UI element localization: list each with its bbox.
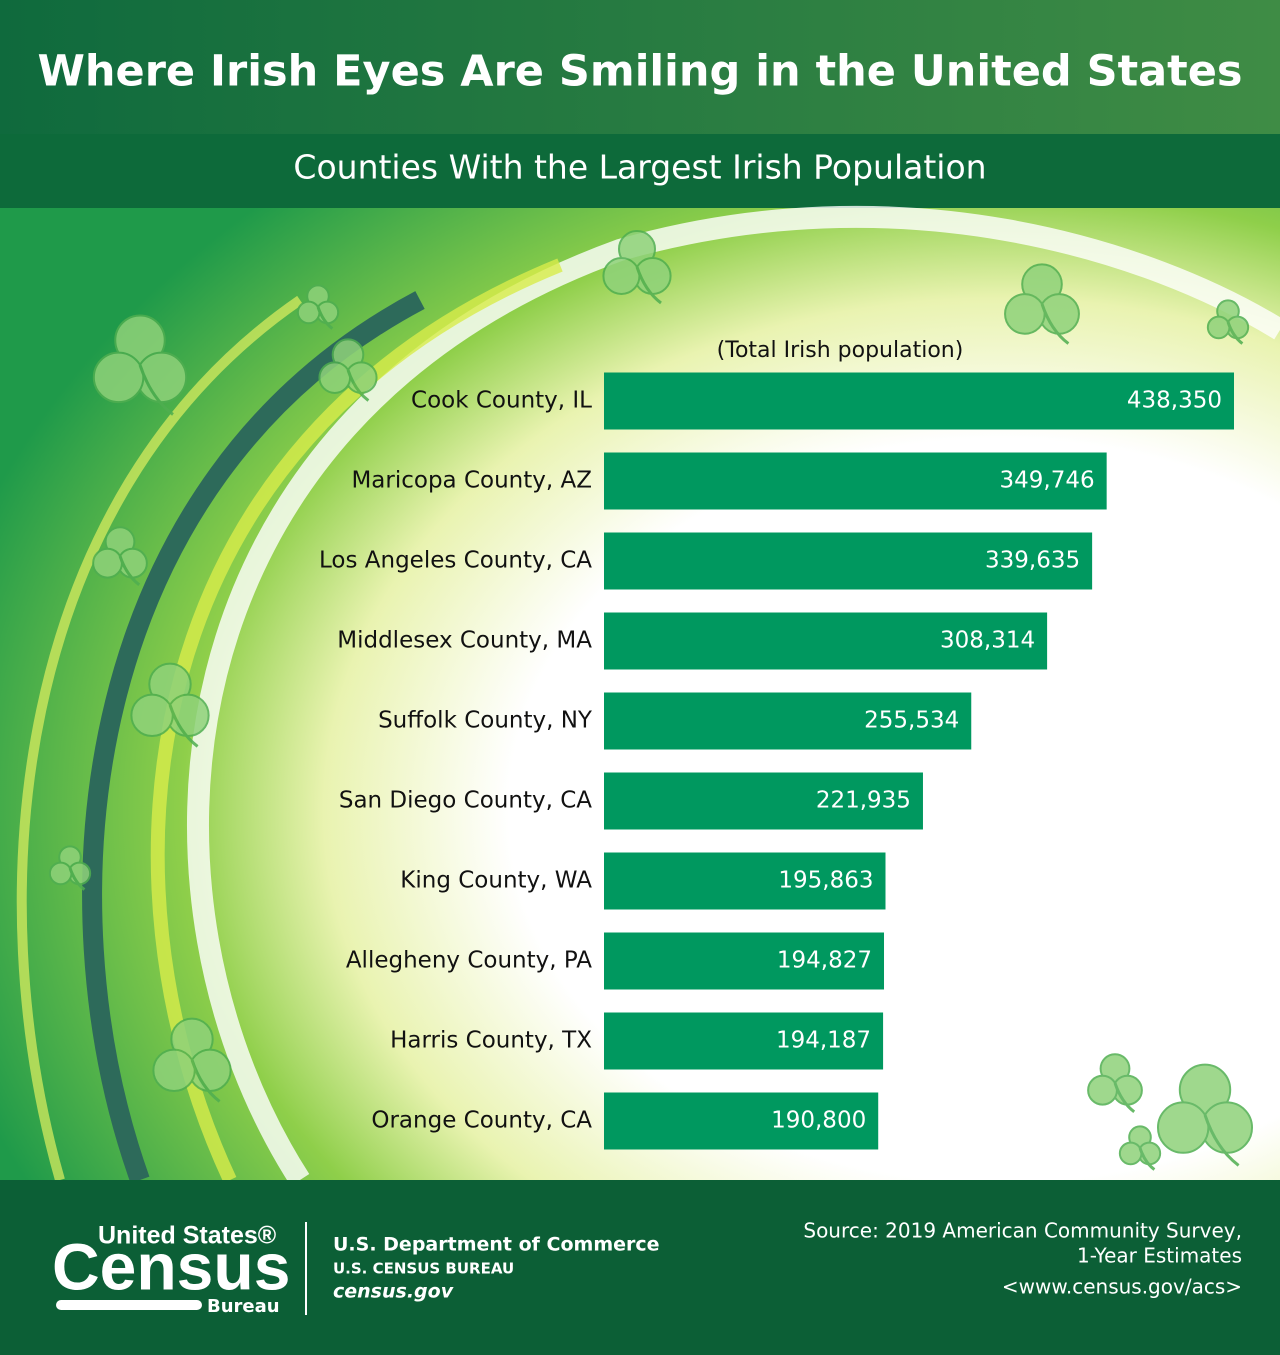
stem: [1113, 1082, 1136, 1113]
decorations: [48, 230, 1254, 1171]
footer: United States® Census Bureau U.S. Depart…: [52, 1219, 1242, 1318]
stem: [1138, 1147, 1156, 1171]
website: census.gov: [333, 1281, 454, 1303]
leaf: [92, 351, 145, 404]
leaf: [1004, 293, 1046, 335]
shamrock: [48, 845, 92, 891]
leaf: [1206, 315, 1231, 340]
shamrock: [296, 284, 340, 330]
value-label: 438,350: [1127, 388, 1222, 414]
leaf: [296, 300, 321, 325]
leaf: [48, 861, 73, 886]
arc: [187, 205, 1280, 1186]
axis-label: (Total Irish population): [717, 338, 964, 363]
bar: [604, 772, 923, 830]
value-label: 308,314: [940, 628, 1035, 654]
bar: [604, 1012, 884, 1070]
shamrock: [1004, 263, 1080, 345]
stem: [190, 1059, 221, 1103]
subtitle-band: [0, 134, 1280, 208]
source: 1-Year Estimates: [1077, 1244, 1242, 1268]
category-label: Los Angeles County, CA: [319, 548, 592, 574]
stem: [1203, 1114, 1240, 1167]
value-label: 255,534: [864, 708, 959, 734]
shamrock: [130, 662, 210, 748]
department: U.S. Department of Commerce: [333, 1234, 660, 1256]
shamrock: [1206, 299, 1250, 345]
value-label: 194,187: [776, 1028, 871, 1054]
value-label: 349,746: [1000, 468, 1095, 494]
bar: [604, 1092, 879, 1150]
source: Source: 2019 American Community Survey,: [803, 1219, 1242, 1243]
bar: [604, 692, 972, 750]
chart-title: Where Irish Eyes Are Smiling in the Unit…: [38, 47, 1243, 97]
value-label: 194,827: [777, 948, 872, 974]
shamrock: [1156, 1063, 1254, 1167]
category-label: Allegheny County, PA: [346, 948, 592, 974]
stem: [1040, 303, 1070, 345]
category-label: King County, WA: [400, 868, 592, 894]
leaf: [1118, 1141, 1143, 1166]
logo-bottom: Bureau: [207, 1296, 280, 1317]
category-label: Middlesex County, MA: [337, 628, 592, 654]
bureau: U.S. CENSUS BUREAU: [333, 1260, 514, 1278]
logo-underline: [56, 1300, 202, 1310]
shamrock: [1118, 1125, 1162, 1171]
category-label: Suffolk County, NY: [378, 708, 593, 734]
bar: [604, 852, 886, 910]
leaf: [1087, 1074, 1118, 1106]
chart-subtitle: Counties With the Largest Irish Populati…: [293, 148, 986, 187]
leaf: [92, 547, 123, 579]
logo-main: Census: [52, 1229, 290, 1303]
title-band: [0, 0, 1280, 134]
leaf: [1156, 1101, 1210, 1154]
shamrock: [602, 230, 672, 305]
bar: [604, 372, 1234, 430]
shamrock: [318, 338, 378, 402]
leaf: [318, 361, 352, 394]
stem: [635, 266, 662, 305]
arc: [16, 295, 303, 1182]
value-label: 195,863: [778, 868, 873, 894]
arc: [82, 291, 425, 1184]
logo-top: United States®: [98, 1222, 277, 1250]
leaf: [602, 257, 641, 295]
bar: [604, 452, 1107, 510]
bar: [604, 932, 885, 990]
bars: Cook County, IL 438,350 Maricopa County, A…: [319, 372, 1234, 1150]
footer-band: [0, 1180, 1280, 1355]
bar: [604, 612, 1048, 670]
leaf: [130, 693, 174, 738]
shamrock: [92, 314, 188, 416]
stem: [346, 369, 370, 402]
value-label: 190,800: [771, 1108, 866, 1134]
category-label: San Diego County, CA: [339, 788, 592, 814]
source-url: <www.census.gov/acs>: [1002, 1275, 1242, 1299]
category-label: Maricopa County, AZ: [351, 468, 592, 494]
category-label: Orange County, CA: [371, 1108, 592, 1134]
category-label: Harris County, TX: [390, 1028, 592, 1054]
shamrock: [1087, 1053, 1143, 1113]
bar: [604, 532, 1093, 590]
shamrock: [92, 526, 148, 586]
stem: [1226, 321, 1244, 345]
value-label: 221,935: [816, 788, 911, 814]
shamrock: [152, 1017, 232, 1103]
stem: [138, 364, 174, 416]
value-label: 339,635: [985, 548, 1080, 574]
leaf: [152, 1048, 196, 1093]
stem: [118, 555, 141, 586]
stem: [68, 867, 86, 891]
category-label: Cook County, IL: [411, 388, 592, 414]
stem: [316, 306, 334, 330]
stem: [168, 704, 199, 748]
